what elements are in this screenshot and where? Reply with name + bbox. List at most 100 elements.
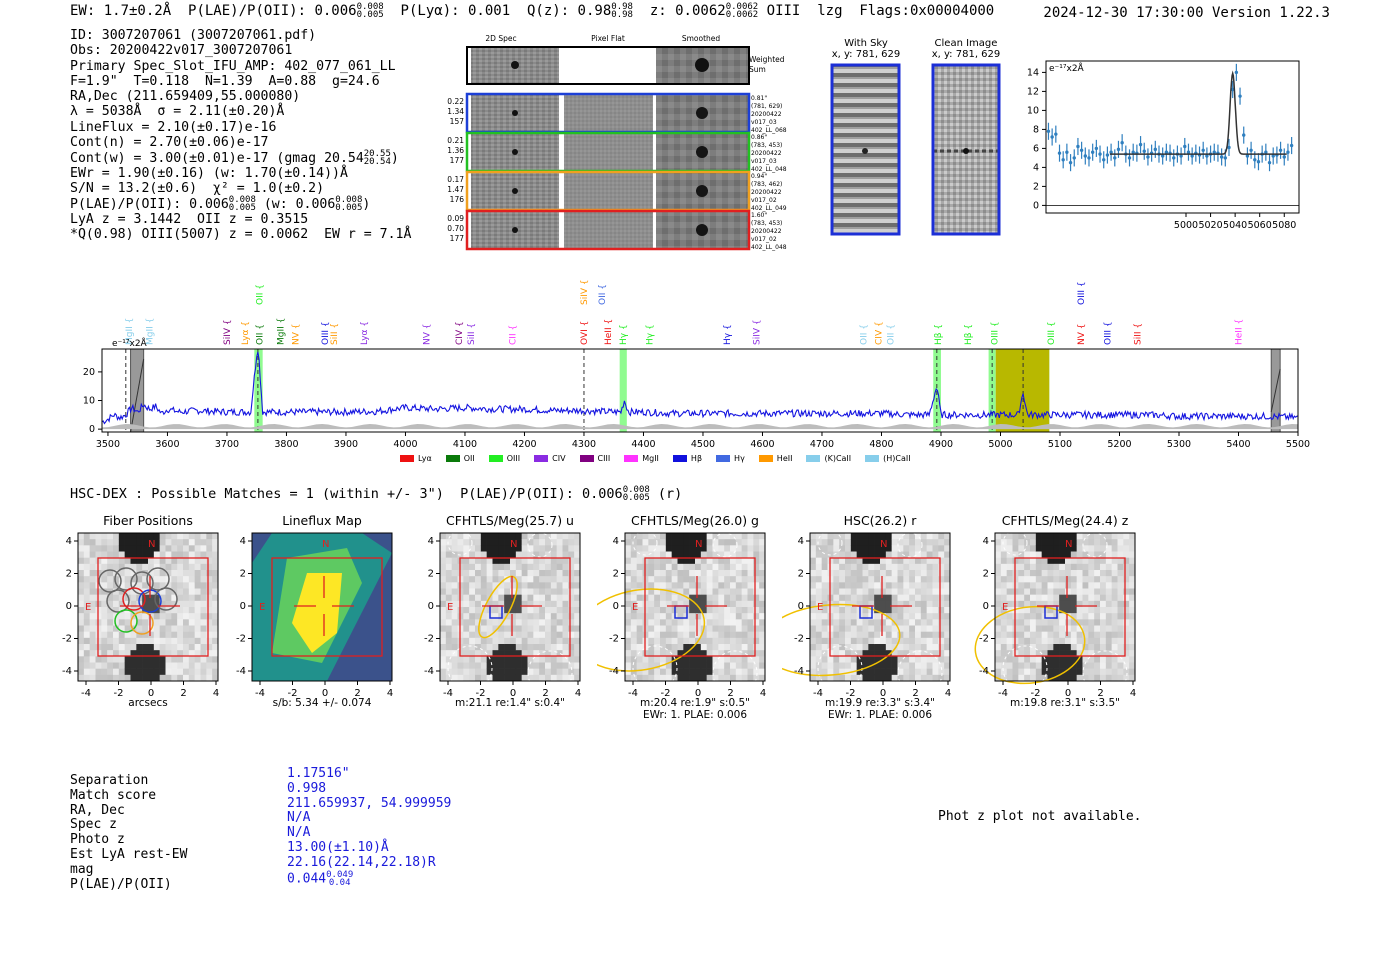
line-fit-point (1068, 160, 1073, 165)
fiber-circle (122, 587, 146, 611)
fiber-circle (114, 609, 138, 633)
north-label: N (510, 539, 517, 550)
info-lyaz: LyA z = 3.1442 OII z = 0.3515 (70, 211, 309, 227)
line-fit-point (1102, 158, 1106, 162)
spectrum-xtick: 3500 (96, 439, 120, 450)
match-labels: Separation Match score RA, Dec Spec z Photo … (70, 773, 187, 892)
cutout-ytick: -4 (62, 666, 72, 677)
match-label-1: Match score (70, 787, 157, 803)
emission-line-label: SiII { (467, 323, 477, 345)
line-fit-ytick: 0 (1033, 200, 1039, 211)
cutout-xtick: 4 (387, 688, 393, 699)
legend-label: CIII (597, 454, 611, 463)
z-err: 0.0062 0.0062 (725, 2, 759, 20)
plae-header-err: 0.008 0.005 (356, 2, 384, 20)
info-lambda: λ = 5038Å σ = 2.11(±0.20)Å (70, 104, 285, 120)
line-fit-point (1098, 152, 1102, 156)
cutout-row-right-2: 20200422 (751, 189, 782, 196)
cutout-caption-0: arcsecs (128, 697, 168, 709)
cutout-row-right-0: 0.94" (751, 173, 767, 180)
emission-line-label: OII { (256, 324, 266, 345)
spectrum-ytick: 10 (83, 396, 95, 407)
cutout-xtick: -4 (998, 688, 1008, 699)
emission-line-label: Lyα { (241, 321, 251, 345)
cutout-xtick: 4 (945, 688, 951, 699)
cutout-ytick: 2 (613, 569, 619, 580)
line-fit-point (1094, 146, 1099, 151)
line-fit-point (1142, 149, 1146, 153)
north-label: N (880, 539, 887, 550)
line-fit-ytick: 6 (1033, 143, 1039, 154)
fiber-circle (106, 589, 130, 613)
line-fit-point (1054, 132, 1058, 136)
line-fit-point (1153, 147, 1158, 152)
cutout-title-5: CFHTLS/Meg(24.4) z (1001, 513, 1129, 528)
line-fit-point (1109, 150, 1113, 154)
emission-line-label: OIII { (1104, 321, 1114, 345)
cutout-xtick: -2 (476, 688, 486, 699)
photz-note: Phot z plot not available. (938, 809, 1142, 824)
cutout-row-right-2: 20200422 (751, 228, 782, 235)
legend-label: Hγ (734, 454, 745, 463)
spectrum-xtick: 5400 (1226, 439, 1250, 450)
flags-value: Flags:0x00004000 (859, 3, 995, 19)
cutout-xtick: 4 (1130, 688, 1136, 699)
legend-label: (H)CaII (883, 454, 911, 463)
legend-label: CIV (552, 454, 566, 463)
cutout-xtick: 4 (760, 688, 766, 699)
north-label: N (1065, 539, 1072, 550)
spectrum-xtick: 3900 (334, 439, 358, 450)
cutout-row-right-3: v017_02 (751, 197, 777, 204)
emission-line-label: Hβ { (964, 324, 974, 345)
info-sn: S/N = 13.2(±0.6) χ² = 1.0(±0.2) (70, 180, 325, 196)
cutout-xtick: 2 (180, 688, 186, 699)
match-label-0: Separation (70, 773, 149, 788)
match-values: 1.17516" 0.998 211.659937, 54.999959 N/A N/A… (287, 766, 451, 887)
cutout-xtick: -2 (661, 688, 671, 699)
east-label: E (632, 602, 638, 613)
spectrum-line (101, 351, 1299, 425)
match-value-1: 0.998 (287, 780, 327, 796)
cutout-row-left-1: 0.70 (447, 224, 464, 233)
line-fit-point (1061, 158, 1065, 162)
cutout-caption-4: m:19.9 re:3.3" s:3.4" EWr: 1. PLAE: 0.006 (825, 697, 935, 721)
cutout-panel-1: N E -4 4 -2 2 0 0 2 -2 4 -4 (236, 532, 393, 699)
legend-swatch (445, 455, 460, 462)
emission-line-label: SiIV { (753, 319, 763, 345)
spectrum-xtick: 4400 (631, 439, 655, 450)
spectrum-xtick: 4900 (929, 439, 953, 450)
line-fit-ytick: 8 (1033, 124, 1039, 135)
emission-line-label: SiII { (330, 323, 340, 345)
info-lineflux: LineFlux = 2.10(±0.17)e-16 (70, 119, 277, 135)
line-fit-point (1138, 142, 1143, 147)
legend-label: Hβ (690, 454, 703, 463)
cutout-row-right-1: (783, 462) (751, 181, 782, 188)
cutout-ytick: 2 (983, 569, 989, 580)
emission-line-label: NV { (291, 324, 301, 345)
east-label: E (817, 602, 823, 613)
col-smoothed: Smoothed (682, 34, 721, 43)
line-window (988, 349, 996, 432)
cutout-ytick: 0 (798, 601, 804, 612)
emission-line-label: OII { (256, 284, 266, 305)
ifu-box (97, 557, 209, 657)
cutout-ytick: 0 (66, 601, 72, 612)
weighted-sum-label: Weighted (749, 55, 785, 64)
cutout-xtick: 0 (695, 688, 701, 699)
cutout-title-2: CFHTLS/Meg(25.7) u (446, 513, 574, 528)
cutout-panel-5: N E -4 4 -2 2 0 0 2 -2 4 -4 (974, 530, 1136, 699)
ifu-box (271, 557, 383, 657)
emission-line-label: OIII { (321, 321, 331, 345)
aperture-ellipse (597, 588, 706, 672)
line-fit-point (1120, 141, 1124, 145)
line-id: OIII (766, 3, 801, 19)
cutout-ytick: 4 (66, 536, 72, 547)
line-fit-point (1278, 148, 1283, 152)
spectrum-xtick: 3800 (274, 439, 298, 450)
match-label-4: Photo z (70, 832, 125, 848)
cutout-ytick: -4 (979, 666, 989, 677)
cutout-xtick: -4 (443, 688, 453, 699)
cutout-row-left-2: 177 (450, 234, 465, 243)
clean-image-title: Clean Image x, y: 781, 629 (931, 38, 1001, 60)
